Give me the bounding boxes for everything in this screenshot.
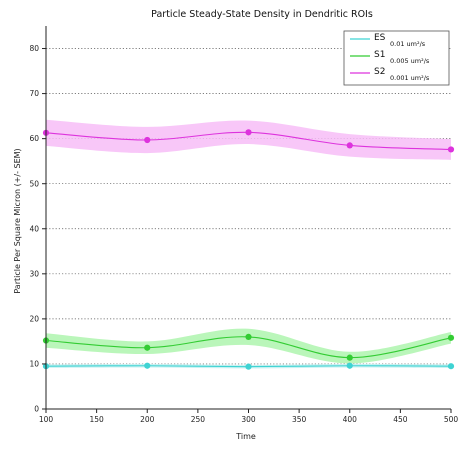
y-tick-label-60: 60: [29, 134, 39, 143]
tick-labels: 0 10 20 30 40 50 60 70 80 100 150 200 250 300 350 400 45…: [29, 44, 458, 424]
legend-label-es: ES: [374, 33, 386, 43]
legend-rate-s2: 0.001 um²/s: [390, 74, 430, 82]
legend-item-es: ES 0.01 um²/s: [350, 33, 426, 48]
data-point-s2-300: [245, 129, 252, 136]
y-tick-label-80: 80: [29, 44, 39, 53]
x-tick-label-350: 350: [292, 415, 307, 424]
data-point-s1-300: [245, 333, 252, 341]
x-tick-label-150: 150: [89, 415, 104, 424]
data-point-s1-500: [447, 334, 455, 341]
data-points: [42, 129, 455, 370]
x-tick-label-100: 100: [39, 415, 54, 424]
data-point-s2-200: [144, 136, 151, 144]
x-tick-label-200: 200: [140, 415, 155, 424]
x-tick-label-400: 400: [343, 415, 358, 424]
data-point-s2-400: [346, 142, 353, 149]
y-tick-label-40: 40: [29, 224, 39, 233]
y-tick-label-30: 30: [29, 269, 39, 278]
y-axis-title: Particle Per Square Micron (+/- SEM): [13, 148, 22, 293]
legend: ES 0.01 um²/s S1 0.005 um²/s S2 0.001 um…: [343, 30, 450, 86]
legend-item-s2: S2 0.001 um²/s: [350, 67, 430, 82]
y-tick-label-70: 70: [29, 89, 39, 98]
legend-label-s2: S2: [374, 67, 385, 77]
data-point-s2-500: [447, 146, 455, 153]
data-point-s1-200: [144, 344, 151, 351]
data-point-es-500: [447, 363, 455, 370]
y-tick-label-50: 50: [29, 179, 39, 188]
y-tick-label-20: 20: [29, 314, 39, 323]
x-tick-label-300: 300: [241, 415, 256, 424]
data-point-s1-400: [346, 354, 353, 361]
data-point-es-400: [346, 362, 353, 369]
y-tick-label-10: 10: [29, 360, 39, 369]
legend-label-s1: S1: [374, 50, 385, 60]
data-point-es-300: [245, 363, 252, 370]
legend-rate-s1: 0.005 um²/s: [390, 57, 430, 65]
legend-item-s1: S1 0.005 um²/s: [350, 50, 430, 65]
chart-title: Particle Steady-State Density in Dendrit…: [151, 9, 373, 20]
data-point-es-200: [144, 362, 151, 369]
legend-rate-es: 0.01 um²/s: [390, 40, 426, 48]
legend-box: [343, 30, 450, 86]
y-tick-label-0: 0: [34, 405, 39, 414]
x-tick-label-450: 450: [393, 415, 408, 424]
sem-band-s2: [46, 119, 451, 160]
x-tick-label-250: 250: [191, 415, 206, 424]
x-axis-title: Time: [235, 432, 256, 441]
x-tick-label-500: 500: [444, 415, 459, 424]
